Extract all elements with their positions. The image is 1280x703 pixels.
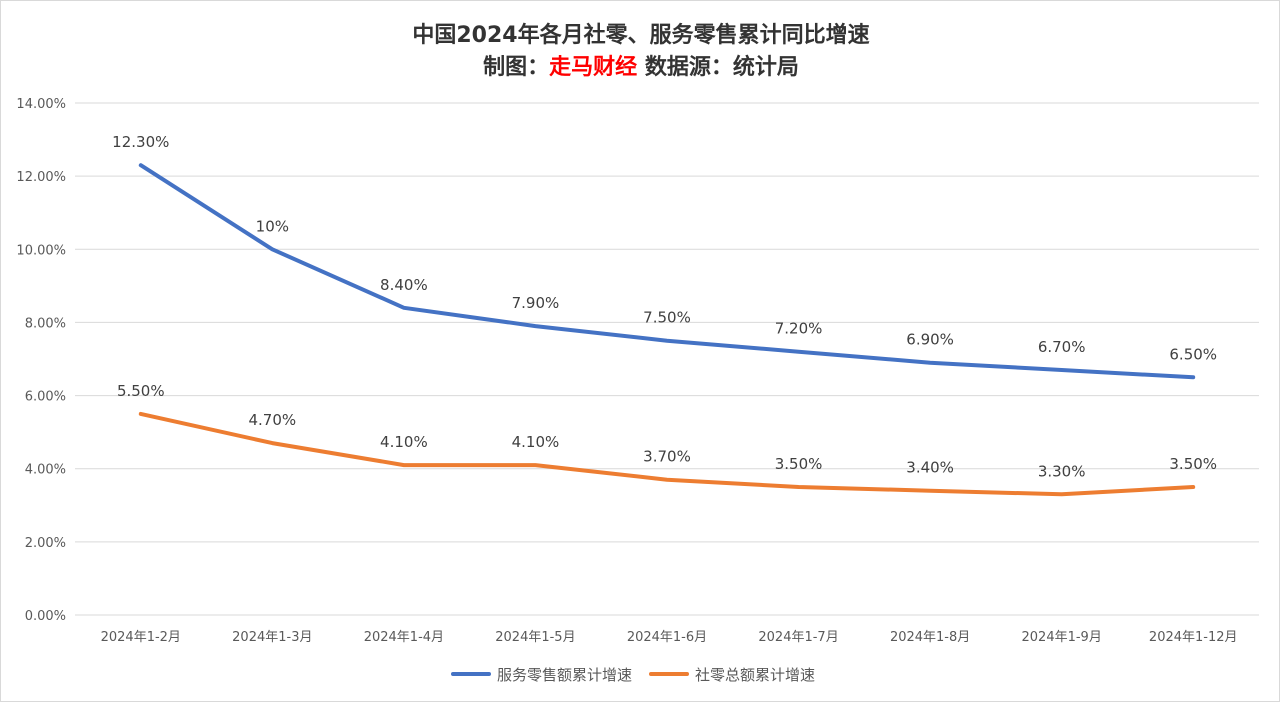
y-tick-label: 6.00% [25,390,66,405]
data-label: 7.20% [775,320,823,338]
y-tick-label: 12.00% [16,170,66,185]
y-tick-label: 2.00% [25,536,66,551]
data-label: 7.90% [512,294,560,312]
credit-source: 数据源：统计局 [637,55,799,80]
series-layer [138,163,1196,497]
data-label: 6.70% [1038,338,1086,356]
legend-label: 服务零售额累计增速 [497,666,632,684]
x-axis-ticks: 2024年1-2月 2024年1-3月 2024年1-4月 2024年1-5月 2024… [101,630,1238,645]
data-label: 4.10% [380,433,428,451]
x-tick-label: 2024年1-7月 [758,630,838,645]
data-label: 3.30% [1038,462,1086,480]
x-tick-label: 2024年1-4月 [364,630,444,645]
series-line-2 [138,411,1196,497]
data-label: 3.70% [643,448,691,466]
data-label: 6.50% [1169,345,1217,363]
x-tick-label: 2024年1-2月 [101,630,181,645]
y-tick-label: 4.00% [25,463,66,478]
data-label: 5.50% [117,382,165,400]
legend: 服务零售额累计增速 社零总额累计增速 [451,666,815,684]
y-tick-label: 14.00% [16,97,66,112]
chart-title: 中国2024年各月社零、服务零售累计同比增速 [412,23,870,48]
y-tick-label: 10.00% [16,243,66,258]
data-label: 7.50% [643,309,691,327]
y-tick-label: 8.00% [25,316,66,331]
data-label: 8.40% [380,276,428,294]
x-tick-label: 2024年1-12月 [1149,630,1238,645]
data-label: 12.30% [112,133,169,151]
data-label-layer: 12.30% 10% 8.40% 7.90% 7.50% 7.20% 6.90% 6.70% 6… [112,133,1217,480]
x-tick-label: 2024年1-5月 [495,630,575,645]
data-label: 4.10% [512,433,560,451]
series-line-1 [138,163,1196,380]
grid-layer [75,102,1259,616]
chart-subtitle: 制图：走马财经 数据源：统计局 [1,49,1280,81]
x-tick-label: 2024年1-3月 [232,630,312,645]
data-label: 3.40% [906,459,954,477]
y-tick-label: 0.00% [25,609,66,624]
data-label: 3.50% [1169,455,1217,473]
x-tick-label: 2024年1-8月 [890,630,970,645]
credit-prefix: 制图： [483,55,550,80]
y-axis-ticks: 0.00% 2.00% 4.00% 6.00% 8.00% 10.00% 12.00% 14.… [16,97,66,624]
data-label: 3.50% [775,455,823,473]
credit-brand: 走马财经 [549,55,638,80]
data-label: 6.90% [906,331,954,349]
data-label: 4.70% [249,411,297,429]
x-tick-label: 2024年1-9月 [1022,630,1102,645]
legend-label: 社零总额累计增速 [695,666,815,684]
x-tick-label: 2024年1-6月 [627,630,707,645]
data-label: 10% [256,217,289,235]
